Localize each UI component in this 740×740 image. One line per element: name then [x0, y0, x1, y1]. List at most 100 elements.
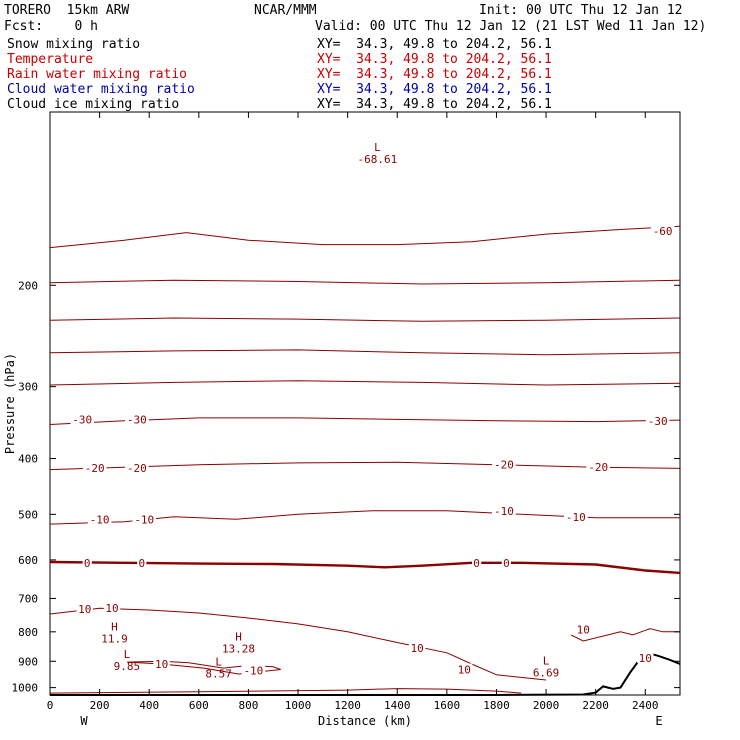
init-time: Init: 00 UTC Thu 12 Jan 12 — [479, 3, 683, 18]
center-name: NCAR/MMM — [254, 3, 317, 18]
contour-label-bg — [103, 601, 121, 613]
extremum-value: -68.61 — [358, 153, 398, 166]
contour-label-bg — [125, 413, 149, 425]
contour-label: 0 — [84, 557, 91, 570]
contour-label: 10 — [458, 663, 471, 676]
x-tick-label: 1400 — [384, 699, 411, 712]
contour-label-bg — [456, 663, 473, 675]
contour-label-bg — [82, 461, 107, 473]
temperature-contour — [49, 317, 681, 322]
temperature-contour — [49, 279, 681, 285]
contour-label: -10 — [243, 664, 263, 677]
contour-label: 0 — [473, 557, 480, 570]
contour-label-bg — [137, 557, 147, 569]
extremum-value: 8.57 — [205, 667, 232, 680]
x-tick-label: 1600 — [434, 699, 461, 712]
contour-label: 10 — [105, 602, 118, 615]
valid-time: Valid: 00 UTC Thu 12 Jan 12 (21 LST Wed … — [315, 19, 707, 34]
field-xy-cloud-ice: XY= 34.3, 49.8 to 204.2, 56.1 — [317, 97, 552, 112]
plot-frame — [49, 111, 681, 696]
extremum-value: 11.9 — [101, 632, 128, 645]
contour-label: -10 — [494, 505, 514, 518]
y-tick-label: 300 — [18, 381, 38, 394]
forecast-hour: Fcst: 0 h — [4, 19, 98, 34]
x-tick-label: 800 — [238, 699, 258, 712]
extremum-value: 6.69 — [533, 667, 560, 680]
field-xy-snow: XY= 34.3, 49.8 to 204.2, 56.1 — [317, 37, 552, 52]
field-label-snow: Snow mixing ratio — [7, 37, 141, 52]
extremum-mark: H — [235, 630, 242, 643]
contour-label-bg — [76, 602, 93, 614]
x-end-label-east: E — [655, 714, 662, 728]
temperature-contour — [570, 628, 680, 642]
x-tick-label: 1800 — [483, 699, 510, 712]
contour-label: -20 — [127, 462, 147, 475]
extremum-mark: L — [124, 648, 131, 661]
contour-label-bg — [501, 557, 511, 569]
contour-label: -30 — [648, 415, 668, 428]
temperature-contour — [49, 349, 681, 356]
x-tick-label: 400 — [139, 699, 159, 712]
contour-label-bg — [637, 651, 654, 663]
contour-label: 10 — [78, 603, 91, 616]
contour-label: 10 — [577, 624, 590, 637]
contour-label-bg — [241, 664, 266, 676]
contour-label-bg — [492, 504, 516, 516]
contour-label: 0 — [503, 557, 510, 570]
x-end-label-west: W — [80, 714, 88, 728]
contour-label-bg — [153, 657, 170, 669]
contour-label-bg — [586, 461, 610, 473]
temperature-contour — [49, 560, 681, 575]
contour-label: 10 — [639, 652, 652, 665]
contour-label-bg — [575, 623, 592, 635]
x-tick-label: 1200 — [334, 699, 361, 712]
extremum-mark: L — [215, 655, 222, 668]
y-tick-label: 900 — [18, 655, 38, 668]
field-label-cloud-water: Cloud water mixing ratio — [7, 82, 195, 97]
contour-label-bg — [645, 414, 670, 426]
contour-label: -20 — [85, 462, 105, 475]
contour-label-bg — [132, 513, 157, 525]
model-name: TORERO 15km ARW — [4, 3, 130, 18]
extremum-value: 13.28 — [222, 642, 255, 655]
contour-label: -10 — [134, 513, 154, 526]
contour-label: -10 — [90, 513, 110, 526]
contour-label-bg — [564, 510, 588, 522]
x-tick-label: 600 — [189, 699, 209, 712]
contour-label-bg — [125, 461, 149, 473]
extremum-value: 9.85 — [114, 660, 141, 673]
y-tick-label: 200 — [18, 279, 38, 292]
x-axis-title: Distance (km) — [318, 714, 412, 728]
contour-label-bg — [70, 413, 95, 425]
contour-label: 10 — [155, 658, 168, 671]
contour-label-bg — [87, 513, 112, 525]
y-tick-label: 400 — [18, 453, 38, 466]
x-tick-label: 2400 — [632, 699, 659, 712]
temperature-contour — [49, 225, 681, 249]
temperature-contour — [49, 607, 547, 681]
extremum-mark: L — [543, 655, 550, 668]
field-label-cloud-ice: Cloud ice mixing ratio — [7, 97, 180, 112]
field-label-temperature: Temperature — [7, 52, 94, 67]
x-tick-label: 2200 — [582, 699, 609, 712]
temperature-contour — [49, 380, 681, 386]
contour-label: -20 — [494, 459, 514, 472]
y-tick-label: 700 — [18, 592, 38, 605]
contour-label: -60 — [653, 225, 673, 238]
y-tick-label: 600 — [18, 554, 38, 567]
terrain-line — [50, 652, 681, 696]
extremum-mark: H — [111, 620, 118, 633]
field-xy-temperature: XY= 34.3, 49.8 to 204.2, 56.1 — [317, 52, 552, 67]
x-tick-label: 2000 — [533, 699, 560, 712]
field-label-rain: Rain water mixing ratio — [7, 67, 188, 82]
contour-label-bg — [492, 458, 516, 470]
y-axis-title: Pressure (hPa) — [3, 353, 17, 454]
temperature-contour — [126, 660, 281, 675]
contour-label: 10 — [410, 642, 423, 655]
y-tick-label: 800 — [18, 626, 38, 639]
x-tick-label: 200 — [90, 699, 110, 712]
y-tick-label: 1000 — [12, 682, 39, 695]
contour-label: -30 — [72, 413, 92, 426]
field-xy-cloud-water: XY= 34.3, 49.8 to 204.2, 56.1 — [317, 82, 552, 97]
